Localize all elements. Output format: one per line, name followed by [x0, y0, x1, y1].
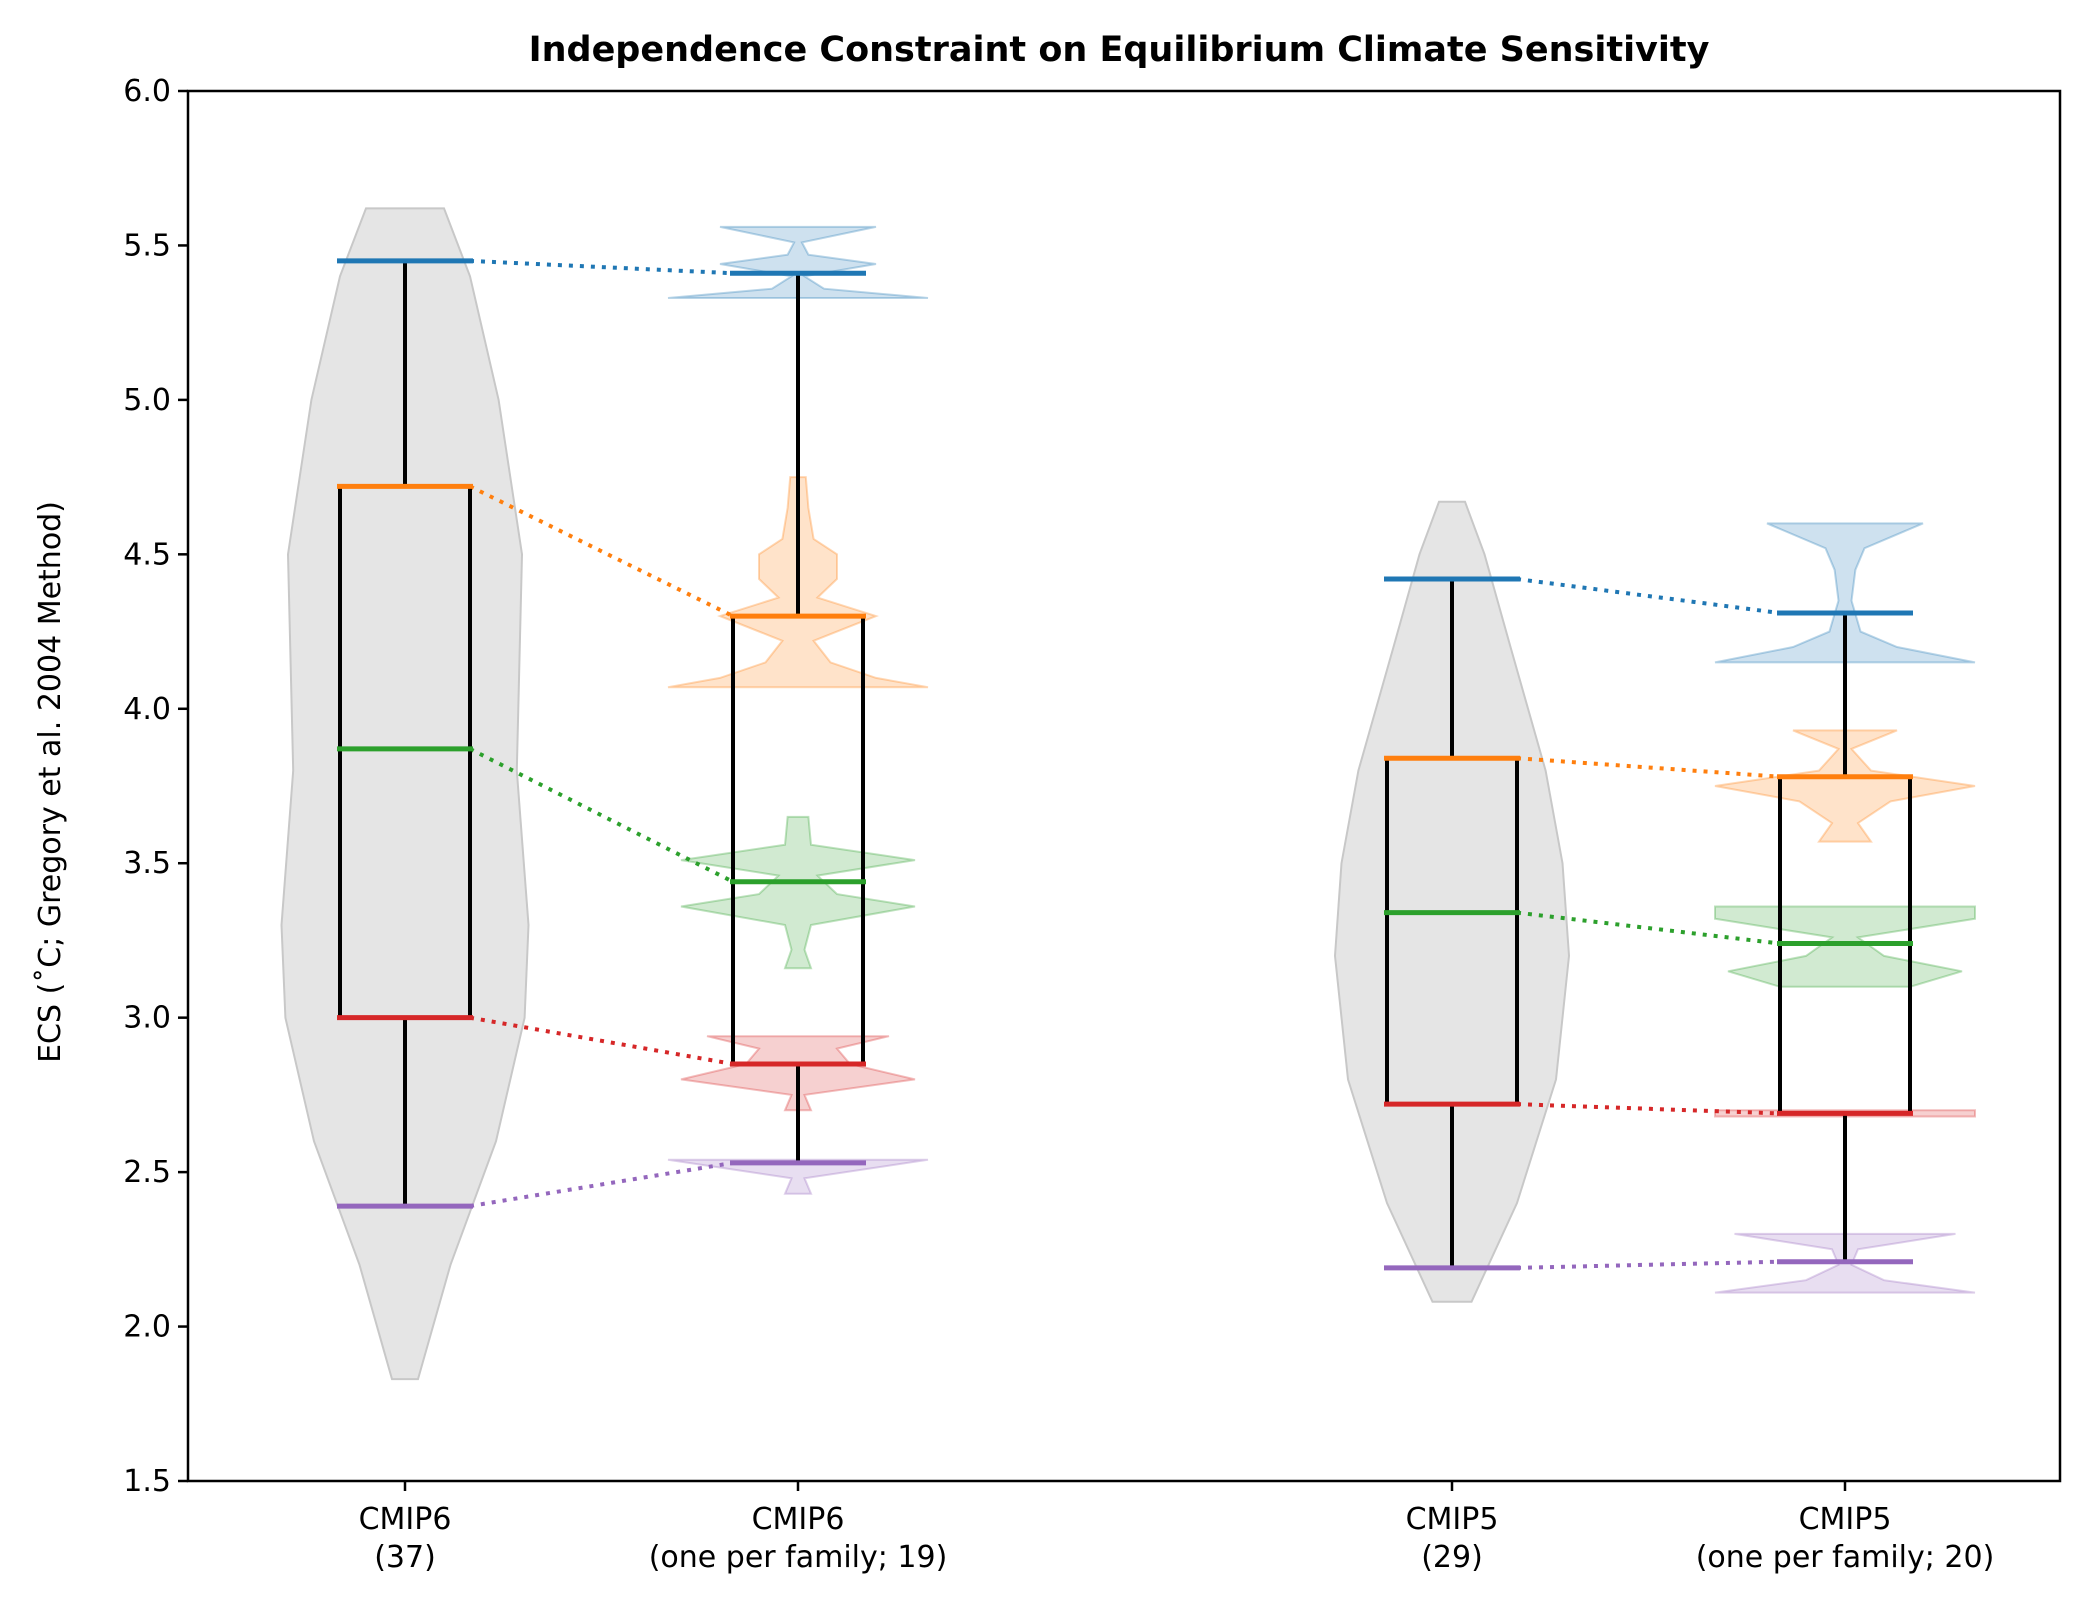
x-tick-label-line1: CMIP5 [1406, 1502, 1499, 1537]
y-tick-label: 5.5 [123, 228, 171, 263]
connector-p95 [469, 258, 734, 276]
y-tick-label: 4.0 [123, 692, 171, 727]
x-tick-label-line2: (one per family; 20) [1696, 1540, 1995, 1575]
connector-p75 [469, 484, 734, 618]
y-tick-label: 2.0 [123, 1310, 171, 1345]
x-tick-label-line2: (37) [374, 1540, 436, 1575]
y-axis-label: ECS (˚C; Gregory et al. 2004 Method) [33, 501, 68, 1063]
x-tick-label-line2: (one per family; 19) [649, 1540, 948, 1575]
family-violin-median [1714, 905, 1976, 988]
connector-p05 [1516, 1259, 1781, 1270]
connector-p25 [469, 1015, 734, 1066]
y-tick-label: 3.0 [123, 1001, 171, 1036]
x-tick-label-line1: CMIP6 [752, 1502, 845, 1537]
axes: 1.52.02.53.03.54.04.55.05.56.0CMIP6(37)C… [123, 74, 1994, 1575]
y-tick-label: 4.5 [123, 537, 171, 572]
y-tick-label: 5.0 [123, 383, 171, 418]
connector-median [469, 747, 734, 884]
x-tick-label-line2: (29) [1421, 1540, 1483, 1575]
y-tick-label: 6.0 [123, 74, 171, 109]
connector-median [1516, 910, 1781, 946]
x-tick-label-line1: CMIP5 [1799, 1502, 1892, 1537]
plot-area [280, 207, 1976, 1381]
axes-frame [186, 89, 2062, 1483]
connector-p95 [1516, 577, 1781, 616]
family-violin-median [680, 815, 916, 970]
chart-title: Independence Constraint on Equilibrium C… [529, 30, 1710, 70]
family-violin-p05 [667, 1158, 929, 1195]
y-tick-label: 1.5 [123, 1464, 171, 1499]
connector-p25 [1516, 1102, 1781, 1116]
connector-p05 [469, 1160, 734, 1209]
x-tick-label-line1: CMIP6 [359, 1502, 452, 1537]
full-ensemble-violin [280, 207, 530, 1381]
y-tick-label: 3.5 [123, 846, 171, 881]
family-violin-p75 [1714, 729, 1976, 843]
family-violin-p95 [1714, 522, 1976, 664]
y-tick-label: 2.5 [123, 1155, 171, 1190]
connector-p75 [1516, 756, 1781, 779]
